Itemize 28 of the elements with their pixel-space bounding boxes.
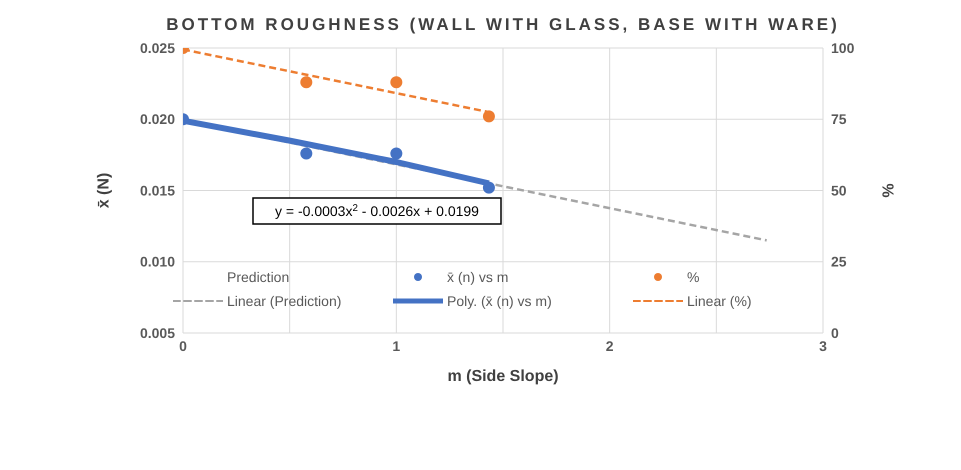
x-axis-title: m (Side Slope)	[447, 368, 559, 385]
legend-label: Linear (Prediction)	[227, 293, 342, 309]
legend-label: x̄ (n) vs m	[447, 269, 508, 285]
point	[300, 147, 312, 160]
y2-tick-label: 75	[831, 111, 847, 128]
y-tick-label: 0.020	[140, 111, 176, 128]
legend-label: %	[687, 269, 700, 285]
y-tick-label: 0.015	[140, 182, 176, 198]
y-tick-label: 0.025	[140, 40, 176, 56]
x-tick-label: 2	[606, 338, 614, 354]
y2-tick-label: 25	[831, 254, 847, 270]
x-tick-label: 3	[819, 338, 828, 354]
y2-axis-title: %	[880, 183, 898, 198]
y2-tick-label: 50	[831, 182, 847, 198]
x-tick-label: 1	[392, 338, 400, 354]
y-tick-label: 0.005	[140, 324, 176, 341]
y-axis-title: x̄ (N)	[96, 172, 113, 208]
x-tick-label: 0	[179, 338, 188, 354]
point	[390, 147, 402, 160]
point	[482, 182, 495, 194]
y2-tick-label: 0	[831, 324, 839, 341]
annotation: y = -0.0003x$^{2}$ - 0.0026x + 0.0199	[275, 202, 480, 219]
legend-label: Linear (%)	[687, 293, 752, 309]
text: Prediction	[227, 269, 290, 285]
legend-label: Poly. (x̄ (n) vs m)	[447, 293, 552, 309]
y-tick-label: 0.010	[140, 254, 176, 270]
y2-tick-label: 100	[831, 40, 855, 56]
chart-title: BOTTOM ROUGHNESS (WALL WITH GLASS, BASE WITH WARE)	[166, 15, 840, 34]
